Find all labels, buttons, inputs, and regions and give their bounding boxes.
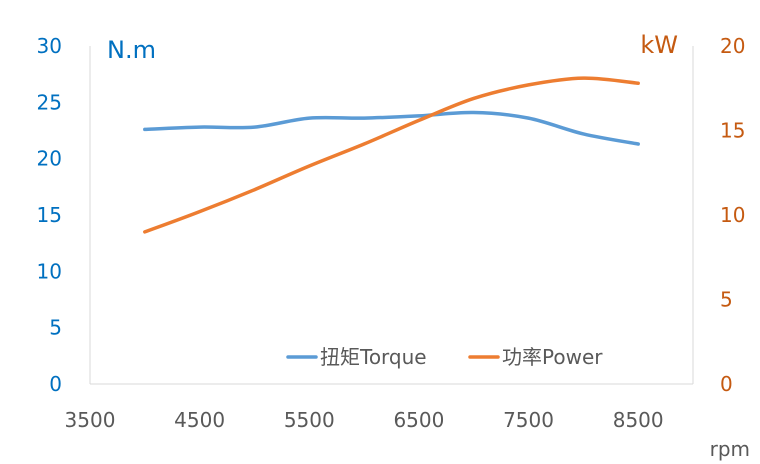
y-left-tick-label: 20 bbox=[37, 147, 62, 171]
y-right-tick-label: 5 bbox=[720, 288, 733, 312]
legend-label: 扭矩Torque bbox=[320, 345, 427, 369]
series-line-power bbox=[143, 76, 640, 234]
y-right-tick-label: 0 bbox=[720, 372, 733, 396]
x-tick-label: 4500 bbox=[174, 408, 225, 432]
y-left-tick-label: 25 bbox=[37, 90, 62, 114]
legend: 扭矩Torque 功率Power bbox=[286, 345, 603, 369]
y-left-tick-label: 0 bbox=[49, 372, 62, 396]
legend-label: 功率Power bbox=[502, 345, 603, 369]
x-tick-label: 8500 bbox=[613, 408, 664, 432]
x-tick-label: 5500 bbox=[284, 408, 335, 432]
y-left-tick-label: 15 bbox=[37, 203, 62, 227]
x-tick-label: 3500 bbox=[65, 408, 116, 432]
series-lines bbox=[143, 76, 640, 234]
y-right-tick-label: 20 bbox=[720, 34, 745, 58]
y-right-tick-label: 15 bbox=[720, 119, 745, 143]
y-left-tick-label: 30 bbox=[37, 34, 62, 58]
y-right-tick-label: 10 bbox=[720, 203, 745, 227]
x-tick-label: 6500 bbox=[393, 408, 444, 432]
y-left-tick-label: 10 bbox=[37, 259, 62, 283]
y-right-unit-label: kW bbox=[640, 31, 678, 59]
y-left-tick-label: 5 bbox=[49, 316, 62, 340]
x-unit-label: rpm bbox=[710, 437, 750, 461]
y-left-unit-label: N.m bbox=[107, 36, 156, 64]
axes: 0 5 10 15 20 25 30 0 5 10 15 20 3500 4500 5500 6500 7500… bbox=[37, 31, 750, 461]
x-tick-label: 7500 bbox=[503, 408, 554, 432]
series-line-torque bbox=[143, 110, 640, 146]
